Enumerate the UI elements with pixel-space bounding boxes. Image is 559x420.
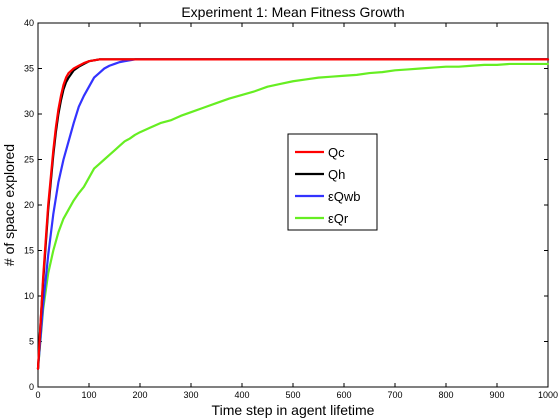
x-tick-label: 200 (132, 390, 147, 400)
y-axis-title: # of space explored (1, 144, 17, 266)
x-tick-label: 900 (489, 390, 504, 400)
x-tick-label: 300 (183, 390, 198, 400)
y-axis-ticks: 0 5 10 15 20 25 30 35 40 (24, 18, 548, 392)
series-line-3 (36, 62, 550, 370)
legend-label: Qc (328, 145, 345, 160)
x-axis-title: Time step in agent lifetime (212, 402, 375, 418)
x-tick-label: 1000 (538, 390, 558, 400)
x-tick-label: 600 (336, 390, 351, 400)
y-tick-label: 30 (24, 109, 34, 119)
legend-label: εQwb (328, 189, 361, 204)
y-tick-label: 0 (29, 382, 34, 392)
x-tick-label: 100 (81, 390, 96, 400)
y-tick-label: 5 (29, 337, 34, 347)
legend-label: εQr (328, 211, 349, 226)
y-tick-label: 10 (24, 291, 34, 301)
x-tick-label: 0 (35, 390, 40, 400)
series-line-0 (36, 58, 550, 370)
x-axis-ticks: 0 100 200 300 400 500 600 700 800 900 1000 (35, 23, 558, 400)
x-tick-label: 800 (438, 390, 453, 400)
y-tick-label: 20 (24, 200, 34, 210)
x-tick-label: 500 (285, 390, 300, 400)
chart-title: Experiment 1: Mean Fitness Growth (181, 4, 404, 20)
y-tick-label: 25 (24, 155, 34, 165)
y-tick-label: 15 (24, 246, 34, 256)
legend: Qc Qh εQwb εQr (287, 133, 378, 231)
legend-box (287, 133, 378, 231)
series-lines (36, 58, 550, 370)
x-tick-label: 700 (387, 390, 402, 400)
x-tick-label: 400 (234, 390, 249, 400)
legend-label: Qh (328, 167, 345, 182)
y-tick-label: 35 (24, 64, 34, 74)
y-tick-label: 40 (24, 18, 34, 28)
